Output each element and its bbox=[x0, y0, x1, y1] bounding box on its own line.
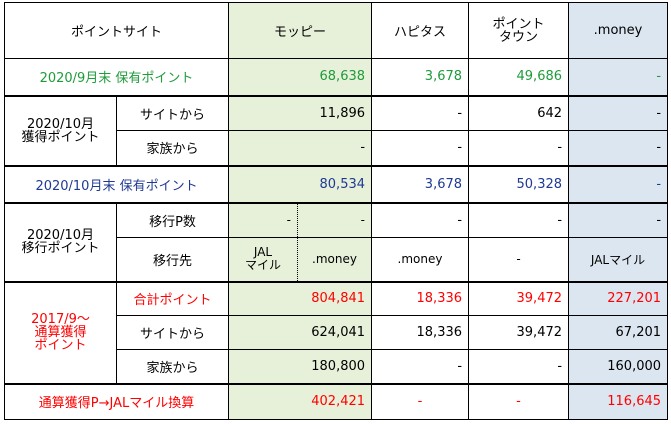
jal-conversion-row: 通算獲得P→JALマイル換算 402,421 - - 116,645 bbox=[3, 383, 669, 420]
oct-balance-moppy: 80,534 bbox=[228, 165, 373, 204]
sep-balance-money: - bbox=[568, 58, 669, 97]
oct-earned-family-label: 家族から bbox=[115, 130, 230, 167]
cumulative-total-money: 227,201 bbox=[568, 281, 669, 316]
oct-transfer-count-moppy-left: - bbox=[230, 203, 299, 237]
oct-balance-hapitas: 3,678 bbox=[371, 165, 470, 204]
oct-transfer-dest-pointtown: - bbox=[468, 237, 570, 283]
cumulative-site-pointtown: 39,472 bbox=[468, 315, 570, 350]
oct-transfer-dest-row: 移行先 JAL マイル .money .money - JALマイル bbox=[5, 237, 669, 283]
oct-earned-site-moppy: 11,896 bbox=[228, 95, 373, 131]
sep-balance-hapitas: 3,678 bbox=[371, 58, 470, 97]
cumulative-group-line1: 2017/9〜 bbox=[31, 312, 90, 327]
oct-earned-group-label: 2020/10月 獲得ポイント bbox=[4, 95, 117, 167]
cumulative-family-hapitas: - bbox=[371, 349, 470, 385]
cumulative-group-label: 2017/9〜 通算獲得 ポイント bbox=[4, 281, 117, 385]
oct-transfer-count-label: 移行P数 bbox=[115, 202, 230, 238]
cumulative-site-label: サイトから bbox=[115, 315, 230, 350]
oct-transfer-dest-moppy-left-1: JAL bbox=[253, 245, 273, 260]
oct-earned-family-money: - bbox=[568, 130, 669, 167]
sep-balance-label: 2020/9月末 保有ポイント bbox=[3, 58, 230, 97]
oct-transfer-dest-moppy-right: .money bbox=[312, 252, 357, 267]
oct-earned-family-row: 家族から - - - - bbox=[5, 130, 669, 167]
jal-conversion-label: 通算獲得P→JALマイル換算 bbox=[3, 383, 230, 420]
oct-transfer-count-moppy-right: - bbox=[360, 213, 366, 228]
oct-earned-group-line2: 獲得ポイント bbox=[21, 129, 100, 145]
oct-earned-family-moppy: - bbox=[228, 130, 373, 167]
sep-balance-pointtown: 49,686 bbox=[468, 58, 570, 97]
header-hapitas: ハピタス bbox=[371, 2, 470, 59]
cumulative-site-moppy: 624,041 bbox=[228, 315, 373, 350]
header-moppy: モッピー bbox=[228, 2, 373, 59]
header-corner: ポイントサイト bbox=[3, 2, 230, 59]
jal-conversion-money: 116,645 bbox=[568, 383, 669, 420]
oct-transfer-group-line2: 移行ポイント bbox=[21, 241, 100, 256]
cumulative-site-money: 67,201 bbox=[568, 315, 669, 350]
cumulative-family-money: 160,000 bbox=[568, 349, 669, 385]
oct-earned-site-pointtown: 642 bbox=[468, 95, 570, 131]
oct-balance-row: 2020/10月末 保有ポイント 80,534 3,678 50,328 - bbox=[3, 165, 669, 204]
oct-transfer-count-hapitas: - bbox=[371, 202, 470, 238]
sep-balance-moppy: 68,638 bbox=[228, 58, 373, 97]
jal-conversion-moppy: 402,421 bbox=[228, 383, 373, 420]
cumulative-family-pointtown: - bbox=[468, 349, 570, 385]
cumulative-family-moppy: 180,800 bbox=[228, 349, 373, 385]
points-comparison-table: ポイントサイト モッピー ハピタス ポイント タウン .money 2020/9… bbox=[3, 2, 669, 420]
header-pointtown-line1: ポイント bbox=[492, 16, 545, 32]
oct-earned-family-hapitas: - bbox=[371, 130, 470, 167]
oct-transfer-count-row: 2020/10月 移行ポイント 移行P数 - - - - - bbox=[4, 202, 669, 283]
oct-transfer-dest-money: JALマイル bbox=[568, 237, 669, 283]
jal-conversion-pointtown: - bbox=[468, 383, 570, 420]
cumulative-total-pointtown: 39,472 bbox=[468, 281, 570, 316]
oct-earned-site-money: - bbox=[568, 95, 669, 131]
oct-transfer-count-moppy: - - bbox=[228, 202, 373, 238]
oct-transfer-dest-hapitas: .money bbox=[371, 237, 470, 283]
oct-balance-label: 2020/10月末 保有ポイント bbox=[3, 165, 230, 204]
oct-transfer-count-money: - bbox=[568, 202, 669, 238]
header-pointtown-line2: タウン bbox=[499, 29, 539, 45]
oct-earned-group-line1: 2020/10月 bbox=[26, 116, 94, 132]
header-money: .money bbox=[568, 2, 669, 59]
cumulative-total-moppy: 804,841 bbox=[228, 281, 373, 316]
header-pointtown: ポイント タウン bbox=[468, 2, 570, 59]
oct-transfer-dest-label: 移行先 bbox=[115, 237, 230, 283]
oct-balance-pointtown: 50,328 bbox=[468, 165, 570, 204]
header-row: ポイントサイト モッピー ハピタス ポイント タウン .money bbox=[3, 2, 669, 59]
oct-transfer-dest-moppy-left-2: マイル bbox=[245, 258, 282, 273]
cumulative-group-line3: ポイント bbox=[34, 338, 87, 353]
cumulative-total-row: 2017/9〜 通算獲得 ポイント 合計ポイント 804,841 18,336 … bbox=[4, 281, 669, 385]
oct-transfer-group-line1: 2020/10月 bbox=[26, 228, 94, 243]
oct-earned-family-pointtown: - bbox=[468, 130, 570, 167]
oct-transfer-dest-moppy: JAL マイル .money bbox=[228, 237, 373, 283]
cumulative-family-row: 家族から 180,800 - - 160,000 bbox=[5, 349, 669, 385]
cumulative-site-hapitas: 18,336 bbox=[371, 315, 470, 350]
sep-balance-row: 2020/9月末 保有ポイント 68,638 3,678 49,686 - bbox=[3, 58, 669, 97]
cumulative-total-label: 合計ポイント bbox=[115, 281, 230, 316]
oct-transfer-count-pointtown: - bbox=[468, 202, 570, 238]
cumulative-family-label: 家族から bbox=[115, 349, 230, 385]
oct-transfer-dest-moppy-left: JAL マイル bbox=[230, 238, 299, 280]
cumulative-site-row: サイトから 624,041 18,336 39,472 67,201 bbox=[5, 315, 669, 350]
oct-transfer-group-label: 2020/10月 移行ポイント bbox=[4, 202, 117, 283]
cumulative-group-line2: 通算獲得 bbox=[34, 325, 87, 340]
oct-earned-site-hapitas: - bbox=[371, 95, 470, 131]
oct-earned-site-row: 2020/10月 獲得ポイント サイトから 11,896 - 642 - bbox=[4, 95, 669, 167]
cumulative-total-hapitas: 18,336 bbox=[371, 281, 470, 316]
oct-balance-money: - bbox=[568, 165, 669, 204]
jal-conversion-hapitas: - bbox=[371, 383, 470, 420]
oct-earned-site-label: サイトから bbox=[115, 95, 230, 131]
